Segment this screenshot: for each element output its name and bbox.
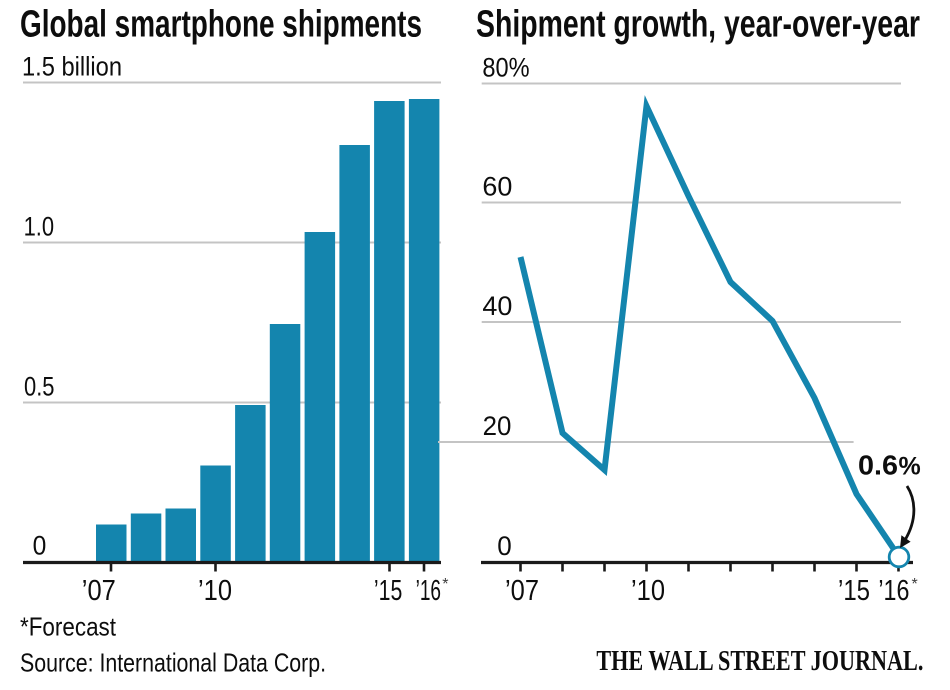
svg-text:Global smartphone shipments: Global smartphone shipments bbox=[20, 3, 422, 45]
svg-text:’10: ’10 bbox=[198, 575, 232, 607]
svg-text:’16: ’16 bbox=[416, 575, 441, 607]
svg-text:’10: ’10 bbox=[631, 575, 665, 607]
svg-text:’15: ’15 bbox=[838, 575, 870, 607]
svg-text:Source: International Data Cor: Source: International Data Corp. bbox=[20, 648, 326, 678]
svg-text:0.6: 0.6 bbox=[858, 450, 898, 481]
svg-text:80%: 80% bbox=[482, 53, 529, 83]
svg-text:’07: ’07 bbox=[505, 575, 539, 607]
svg-text:0: 0 bbox=[497, 531, 512, 561]
svg-text:%: % bbox=[899, 453, 921, 481]
svg-text:0.5: 0.5 bbox=[24, 372, 55, 402]
svg-text:*: * bbox=[442, 576, 448, 593]
svg-text:THE WALL STREET JOURNAL.: THE WALL STREET JOURNAL. bbox=[596, 646, 923, 677]
svg-text:1.5 billion: 1.5 billion bbox=[22, 52, 122, 82]
svg-text:20: 20 bbox=[483, 411, 512, 441]
svg-text:Shipment growth, year-over-yea: Shipment growth, year-over-year bbox=[476, 3, 920, 45]
svg-text:0: 0 bbox=[33, 531, 47, 561]
svg-text:*Forecast: *Forecast bbox=[20, 612, 117, 642]
svg-text:’07: ’07 bbox=[82, 575, 116, 607]
svg-text:40: 40 bbox=[482, 291, 512, 321]
svg-text:60: 60 bbox=[482, 172, 512, 202]
svg-text:’15: ’15 bbox=[374, 575, 402, 607]
svg-text:1.0: 1.0 bbox=[24, 212, 54, 242]
svg-text:*: * bbox=[912, 576, 918, 593]
svg-text:’16: ’16 bbox=[878, 575, 909, 607]
